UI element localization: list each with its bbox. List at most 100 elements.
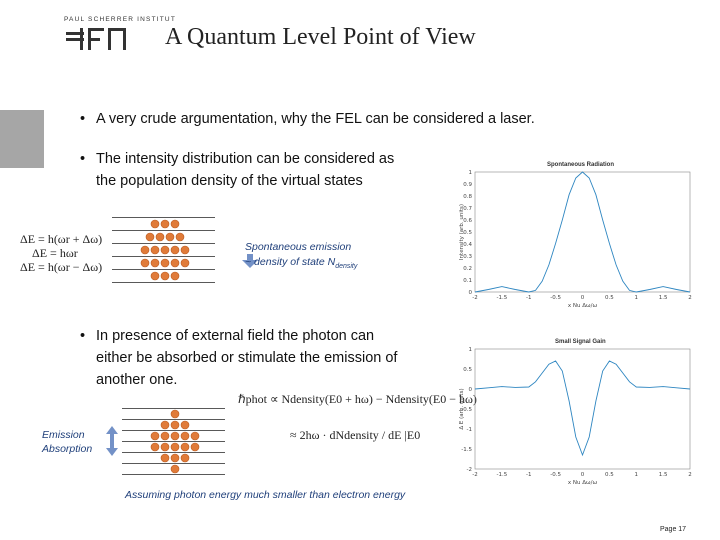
electron-dot: [180, 442, 190, 452]
bullet-3-line-2: either be absorbed or stimulate the emis…: [96, 350, 398, 366]
electron-dot: [190, 431, 200, 441]
energy-mid-label: ΔE = hωr: [32, 246, 78, 260]
y-axis-label: Δ E (arb. units): [459, 388, 465, 429]
gain-equation: ℏphot ∝ Ndensity(E0 + hω) − Ndensity(E0 …: [238, 392, 477, 406]
electron-dot: [170, 464, 180, 474]
down-arrow-icon: [106, 442, 118, 456]
plot-frame: [474, 348, 691, 470]
energy-bot-label: ΔE = h(ωr − Δω): [20, 260, 103, 274]
y-tick-label: 0.5: [463, 367, 472, 373]
bullet-2: • The intensity distribution can be consi…: [80, 148, 480, 192]
x-tick-label: 2: [688, 295, 692, 301]
y-tick-label: 1: [469, 347, 473, 353]
emission-absorption-labels: Emission Absorption: [42, 428, 92, 456]
footnote: Assuming photon energy much smaller than…: [125, 489, 406, 501]
y-tick-label: 0: [469, 290, 473, 296]
electron-dot: [170, 431, 180, 441]
x-tick-label: 1.5: [659, 472, 668, 478]
electron-dot: [170, 271, 180, 281]
population-diagram-1: [112, 217, 258, 283]
x-tick-label: 1.5: [659, 295, 668, 301]
electron-dot: [170, 409, 180, 419]
chart-2-title: Small Signal Gain: [555, 339, 606, 345]
electron-dot: [180, 258, 190, 268]
absorption-label: Absorption: [42, 443, 93, 455]
x-tick-label: -1.5: [497, 472, 508, 478]
psi-logo: [66, 28, 128, 57]
electron-dot: [160, 442, 170, 452]
bullet-1-text: A very crude argumentation, why the FEL …: [96, 111, 535, 127]
note-line-1: Spontaneous emission: [245, 241, 352, 253]
bullet-1: • A very crude argumentation, why the FEL…: [80, 108, 640, 130]
electron-dot: [165, 232, 175, 242]
up-arrow-icon: [106, 426, 118, 442]
x-tick-label: 0: [581, 472, 585, 478]
gain-equation-approx: ≈ 2hω · dNdensity / dE |E0: [290, 428, 421, 442]
electron-dot: [145, 232, 155, 242]
side-tab-decoration: [0, 110, 44, 168]
electron-dot: [170, 219, 180, 229]
x-tick-label: 2: [688, 472, 692, 478]
electron-dot: [190, 442, 200, 452]
plot-frame: [474, 171, 691, 293]
electron-dot: [180, 245, 190, 255]
spontaneous-emission-note: Spontaneous emission ~ density of state …: [245, 240, 435, 274]
electron-dot: [160, 420, 170, 430]
page-title: A Quantum Level Point of View: [165, 24, 476, 50]
electron-dot: [150, 258, 160, 268]
electron-dot: [140, 258, 150, 268]
x-tick-label: 0: [581, 295, 585, 301]
chart-1-title: Spontaneous Radiation: [547, 162, 615, 168]
bullet-dot: •: [80, 328, 86, 344]
bullet-2-line-2: the population density of the virtual st…: [96, 173, 363, 189]
x-tick-label: -2: [472, 295, 477, 301]
electron-dot: [170, 442, 180, 452]
energy-top-label: ΔE = h(ωr + Δω): [20, 232, 103, 246]
electron-dot: [170, 453, 180, 463]
x-tick-label: 1: [635, 472, 639, 478]
series-line: [474, 171, 691, 293]
x-tick-label: -1: [526, 472, 531, 478]
x-tick-label: -0.5: [550, 295, 561, 301]
x-tick-label: 1: [635, 295, 639, 301]
y-axis-label: Intensity (arb. units): [459, 204, 465, 260]
electron-dot: [180, 420, 190, 430]
bullet-dot: •: [80, 151, 86, 167]
x-tick-label: 0.5: [605, 472, 614, 478]
spontaneous-radiation-chart: Spontaneous Radiation -2 -1.5 -1 -0.5 0 0.5 1 1…: [455, 158, 700, 310]
x-tick-label: -1: [526, 295, 531, 301]
y-tick-label: 0.9: [463, 182, 472, 188]
electron-dot: [160, 431, 170, 441]
electron-dot: [180, 431, 190, 441]
electron-dot: [180, 453, 190, 463]
electron-dot: [170, 420, 180, 430]
y-tick-label: 0.3: [463, 254, 472, 260]
electron-dot: [160, 271, 170, 281]
y-tick-label: 0.6: [463, 218, 472, 224]
electron-dot: [150, 271, 160, 281]
y-tick-label: 0.7: [463, 206, 472, 212]
electron-dot: [160, 258, 170, 268]
y-tick-label: 0.8: [463, 194, 472, 200]
bullet-dot: •: [80, 111, 86, 127]
page-number: Page 17: [660, 526, 687, 533]
electron-dot: [150, 245, 160, 255]
y-tick-label: -0.5: [461, 407, 472, 413]
electron-dot: [160, 219, 170, 229]
x-tick-label: -1.5: [497, 295, 508, 301]
y-tick-label: -1.5: [461, 447, 472, 453]
y-tick-label: 0.2: [463, 266, 472, 272]
x-tick-label: 0.5: [605, 295, 614, 301]
y-tick-label: 0.4: [463, 242, 472, 248]
note-line-2: ~ density of state Ndensity: [245, 256, 358, 271]
small-signal-gain-chart: Small Signal Gain -2 -1.5 -1 -0.5 0 0.5 1 1.5 2 -…: [455, 335, 700, 487]
series-line: [474, 360, 691, 457]
y-tick-label: -1: [467, 427, 472, 433]
electron-dot: [155, 232, 165, 242]
logo-text: PAUL SCHERRER INSTITUT: [64, 16, 176, 23]
electron-dot: [160, 245, 170, 255]
x-tick-label: -0.5: [550, 472, 561, 478]
x-axis-label: x Nu Δω/ω: [568, 480, 598, 486]
bullet-3: • In presence of external field the photo…: [80, 325, 460, 391]
energy-level-labels: ΔE = h(ωr + Δω) ΔE = hωr ΔE = h(ωr − Δω): [20, 232, 102, 274]
